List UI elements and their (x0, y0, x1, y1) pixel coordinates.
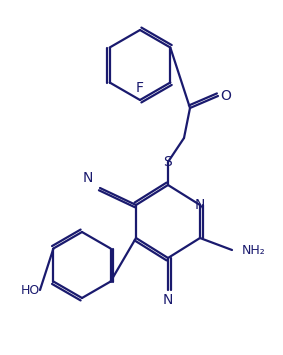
Text: N: N (83, 171, 93, 185)
Text: N: N (195, 198, 205, 212)
Text: HO: HO (20, 284, 40, 296)
Text: N: N (163, 293, 173, 307)
Text: F: F (136, 81, 144, 95)
Text: O: O (220, 89, 231, 103)
Text: S: S (164, 155, 172, 169)
Text: NH₂: NH₂ (242, 244, 266, 257)
